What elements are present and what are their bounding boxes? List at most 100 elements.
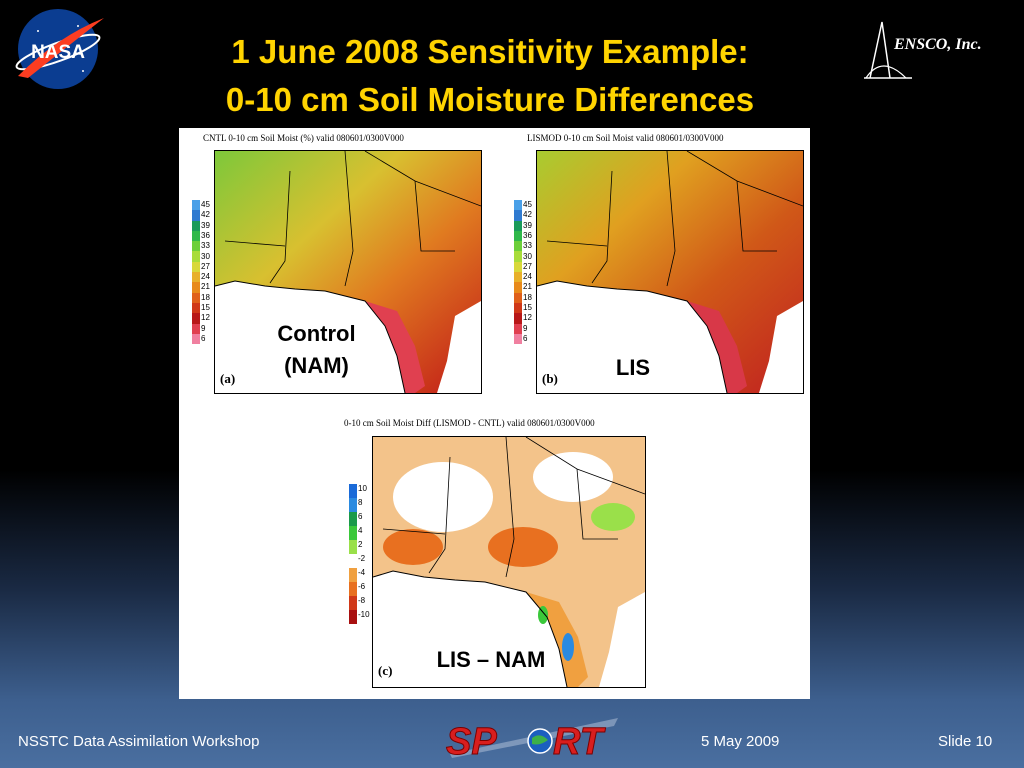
panel-a-colorbar-tick: 45 xyxy=(201,200,210,209)
panel-b-letter: (b) xyxy=(542,371,558,386)
panel-b-colorbar-tick: 21 xyxy=(523,282,532,292)
panel-b-colorbar-tick: 9 xyxy=(523,323,528,333)
panel-b-colorbar-swatch xyxy=(514,220,522,231)
slide-title: 1 June 2008 Sensitivity Example: 0-10 cm… xyxy=(130,28,850,124)
panel-a-colorbar-swatch xyxy=(192,261,200,273)
panel-a-colorbar-tick: 36 xyxy=(201,230,210,240)
panel-b-colorbar-tick: 39 xyxy=(523,220,532,230)
panel-c-colorbar-tick: -4 xyxy=(358,568,366,577)
soil-moisture-figure: CNTL 0-10 cm Soil Moist (%) valid 080601… xyxy=(179,128,810,699)
panel-a-letter: (a) xyxy=(220,371,236,386)
panel-a-colorbar-tick: 33 xyxy=(201,241,210,251)
panel-b-colorbar-tick: 24 xyxy=(523,272,532,282)
panel-a-colorbar-swatch xyxy=(192,302,200,314)
panel-a-colorbar-tick: 30 xyxy=(201,251,210,261)
panel-a-colorbar-swatch xyxy=(192,200,200,211)
panel-b-colorbar-tick: 6 xyxy=(523,333,528,343)
panel-b-colorbar-swatch xyxy=(514,251,522,262)
panel-b-colorbar-swatch xyxy=(514,313,522,324)
panel-c-colorbar-swatch xyxy=(349,540,357,554)
panel-a-colorbar xyxy=(192,200,200,345)
panel-b-header: LISMOD 0-10 cm Soil Moist valid 080601/0… xyxy=(527,133,724,143)
panel-a-label-line-2: (NAM) xyxy=(284,353,349,378)
panel-c-colorbar-tick: -10 xyxy=(358,610,370,619)
panel-a-colorbar-swatch xyxy=(192,313,200,324)
svg-text:SP: SP xyxy=(446,721,497,762)
panel-c-colorbar-swatch xyxy=(349,498,357,512)
title-line-1: 1 June 2008 Sensitivity Example: xyxy=(231,33,749,70)
panel-b-colorbar-swatch xyxy=(514,292,522,303)
panel-a-map xyxy=(214,150,482,394)
panel-c-colorbar-swatch xyxy=(349,568,357,582)
svg-text:NASA: NASA xyxy=(31,42,85,63)
panel-a-colorbar-tick: 6 xyxy=(201,333,206,343)
panel-b-colorbar-swatch xyxy=(514,210,522,221)
panel-c-letter: (c) xyxy=(378,663,393,678)
panel-b-colorbar-swatch xyxy=(514,282,522,293)
panel-b-colorbar-swatch xyxy=(514,261,522,273)
panel-c-colorbar-tick: 4 xyxy=(358,526,363,535)
panel-b-map-image xyxy=(537,151,803,393)
panel-c-colorbar-swatch xyxy=(349,582,357,596)
panel-b-colorbar-tick: 30 xyxy=(523,251,532,261)
ensco-logo xyxy=(864,21,912,79)
panel-a-colorbar-tick: 27 xyxy=(201,261,210,271)
panel-c-colorbar-tick: 10 xyxy=(358,484,367,493)
panel-b-label: LIS xyxy=(615,355,651,380)
panel-c-colorbar-tick: -8 xyxy=(358,596,366,605)
footer-workshop: NSSTC Data Assimilation Workshop xyxy=(18,733,260,750)
panel-a-colorbar-swatch xyxy=(192,220,200,231)
panel-a-colorbar-tick: 15 xyxy=(201,303,210,312)
panel-b-colorbar-swatch xyxy=(514,200,522,211)
panel-c-colorbar-tick: -6 xyxy=(358,582,366,591)
panel-a-colorbar-swatch xyxy=(192,282,200,293)
panel-c-colorbar-tick: 6 xyxy=(358,512,363,521)
panel-b-colorbar-tick: 42 xyxy=(523,210,532,220)
panel-a-colorbar-tick: 21 xyxy=(201,282,210,292)
footer-slide-number: Slide 10 xyxy=(938,733,993,750)
panel-a-colorbar-tick: 9 xyxy=(201,323,206,333)
panel-c-colorbar-swatch xyxy=(349,484,357,498)
panel-c-map xyxy=(372,436,646,688)
panel-b-colorbar-swatch xyxy=(514,230,522,242)
panel-c-colorbar xyxy=(349,484,357,624)
panel-a-map-image xyxy=(215,151,481,393)
panel-c-colorbar-swatch xyxy=(349,610,357,624)
panel-a-colorbar-tick: 12 xyxy=(201,313,210,323)
panel-c-colorbar-swatch xyxy=(349,512,357,526)
footer-date: 5 May 2009 xyxy=(701,733,780,750)
panel-b-colorbar-swatch xyxy=(514,323,522,334)
title-line-2: 0-10 cm Soil Moisture Differences xyxy=(225,81,755,118)
panel-a-colorbar-tick: 42 xyxy=(201,210,210,220)
panel-b-colorbar-tick: 45 xyxy=(523,200,532,209)
panel-a-header: CNTL 0-10 cm Soil Moist (%) valid 080601… xyxy=(203,133,404,143)
panel-c-colorbar-tick: 8 xyxy=(358,498,363,507)
panel-a-colorbar-swatch xyxy=(192,272,200,283)
panel-b-colorbar-tick: 15 xyxy=(523,303,532,312)
panel-a-colorbar-swatch xyxy=(192,333,200,345)
panel-b-colorbar-swatch xyxy=(514,333,522,345)
panel-a-colorbar-swatch xyxy=(192,241,200,252)
panel-c-colorbar-tick: -2 xyxy=(358,554,366,563)
panel-b-colorbar-tick: 36 xyxy=(523,230,532,240)
panel-a-colorbar-swatch xyxy=(192,230,200,242)
panel-a-colorbar-tick: 18 xyxy=(201,292,210,302)
panel-c-map-image xyxy=(373,437,645,687)
panel-c-colorbar-swatch xyxy=(349,526,357,540)
nasa-logo: NASA xyxy=(15,9,104,89)
panel-c-label: LIS – NAM xyxy=(436,647,546,672)
sport-logo: SP RT xyxy=(446,718,618,762)
panel-b-colorbar-tick: 33 xyxy=(523,241,532,251)
panel-a-label-line-1: Control xyxy=(277,321,356,346)
panel-b-colorbar-tick: 18 xyxy=(523,292,532,302)
panel-a-colorbar-swatch xyxy=(192,210,200,221)
panel-c-colorbar-swatch xyxy=(349,596,357,610)
panel-a-colorbar-tick: 39 xyxy=(201,220,210,230)
ensco-wordmark: ENSCO, Inc. xyxy=(894,36,982,53)
panel-b-colorbar-tick: 12 xyxy=(523,313,532,323)
panel-a-colorbar-swatch xyxy=(192,292,200,303)
panel-c-colorbar-swatch xyxy=(349,554,357,568)
panel-a-label: Control (NAM) xyxy=(254,318,379,382)
panel-c-colorbar-tick: 2 xyxy=(358,540,363,549)
panel-a-colorbar-tick: 24 xyxy=(201,272,210,282)
